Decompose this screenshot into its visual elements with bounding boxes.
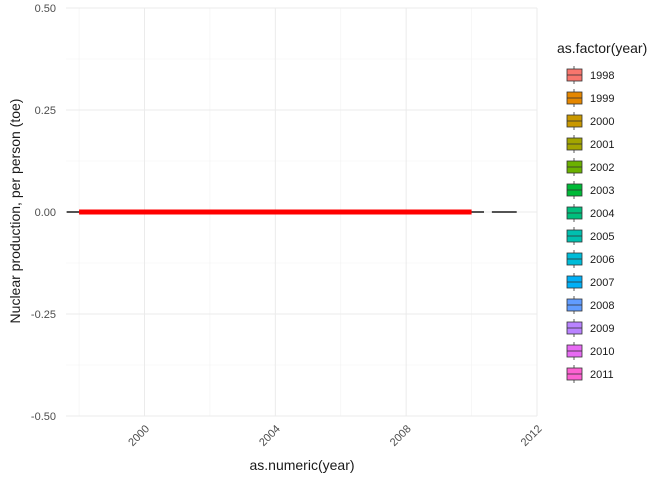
- legend-item: 2011: [566, 365, 614, 383]
- legend-item: 2007: [566, 273, 614, 291]
- legend-label: 2001: [590, 139, 614, 151]
- legend-label: 1998: [590, 70, 614, 82]
- legend-item: 2006: [566, 250, 614, 268]
- y-tick-label: 0.00: [35, 207, 56, 219]
- legend-item: 2004: [566, 204, 614, 222]
- legend-item: 2002: [566, 158, 614, 176]
- legend-items: 1998 1999 2000 2001 2002 2003 2004 2005 2006 2007…: [566, 66, 614, 383]
- legend-label: 2000: [590, 116, 614, 128]
- legend-item: 2010: [566, 342, 614, 360]
- legend-item: 2003: [566, 181, 614, 199]
- legend-item: 1998: [566, 66, 614, 84]
- legend-item: 2001: [566, 135, 614, 153]
- legend-label: 2004: [590, 208, 614, 220]
- y-tick-label: 0.25: [35, 105, 56, 117]
- legend-label: 2005: [590, 231, 614, 243]
- legend: as.factor(year) 1998 1999 2000 2001 2002 2003…: [557, 40, 647, 383]
- legend-label: 2002: [590, 162, 614, 174]
- legend-label: 2003: [590, 185, 614, 197]
- x-axis-title: as.numeric(year): [249, 457, 354, 473]
- legend-label: 2009: [590, 323, 614, 335]
- legend-item: 1999: [566, 89, 614, 107]
- legend-item: 2000: [566, 112, 614, 130]
- y-tick-label: 0.50: [35, 3, 56, 15]
- legend-label: 1999: [590, 93, 614, 105]
- legend-label: 2007: [590, 277, 614, 289]
- legend-label: 2011: [590, 369, 614, 381]
- legend-title: as.factor(year): [557, 40, 647, 56]
- legend-item: 2008: [566, 296, 614, 314]
- y-axis-ticks: -0.50 -0.25 0.00 0.25 0.50: [31, 3, 56, 423]
- y-tick-label: -0.25: [31, 309, 56, 321]
- legend-label: 2006: [590, 254, 614, 266]
- legend-item: 2009: [566, 319, 614, 337]
- y-tick-label: -0.50: [31, 411, 56, 423]
- legend-label: 2008: [590, 300, 614, 312]
- y-axis-title: Nuclear production, per person (toe): [7, 99, 23, 324]
- legend-label: 2010: [590, 346, 614, 358]
- legend-item: 2005: [566, 227, 614, 245]
